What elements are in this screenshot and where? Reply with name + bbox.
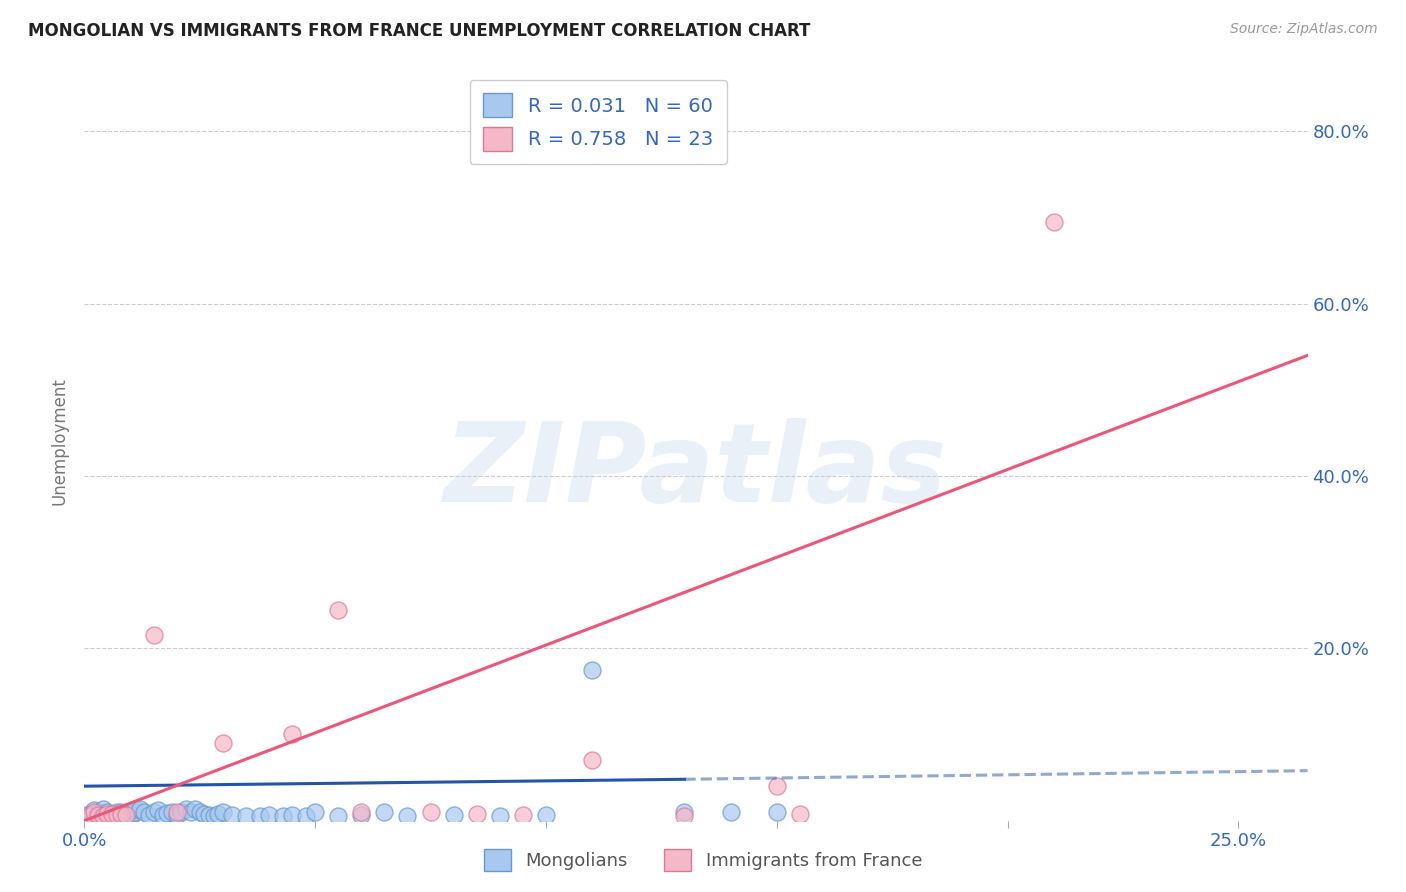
Point — [581, 753, 603, 767]
Point — [581, 663, 603, 677]
Point — [142, 628, 165, 642]
Point — [87, 809, 110, 823]
Point — [91, 807, 114, 822]
Point — [138, 807, 160, 822]
Text: ZIPatlas: ZIPatlas — [444, 418, 948, 525]
Point — [152, 807, 174, 822]
Legend: R = 0.031   N = 60, R = 0.758   N = 23: R = 0.031 N = 60, R = 0.758 N = 23 — [470, 79, 727, 164]
Point — [765, 779, 787, 793]
Point — [765, 805, 787, 819]
Point — [77, 809, 100, 823]
Point — [512, 808, 534, 822]
Point — [96, 809, 118, 823]
Point — [673, 805, 696, 819]
Point — [77, 806, 100, 821]
Point — [304, 805, 326, 819]
Point — [207, 806, 229, 821]
Point — [180, 805, 202, 819]
Point — [110, 806, 132, 821]
Point — [110, 805, 132, 819]
Point — [221, 807, 243, 822]
Point — [419, 805, 441, 819]
Point — [789, 806, 811, 821]
Point — [142, 805, 165, 819]
Point — [350, 805, 373, 819]
Point — [211, 736, 233, 750]
Point — [188, 805, 211, 819]
Point — [87, 807, 110, 822]
Point — [96, 805, 118, 819]
Point — [91, 809, 114, 823]
Point — [105, 808, 128, 822]
Point — [87, 805, 110, 819]
Y-axis label: Unemployment: Unemployment — [51, 377, 69, 506]
Point — [120, 809, 142, 823]
Point — [396, 809, 419, 823]
Point — [105, 805, 128, 819]
Point — [271, 809, 294, 823]
Point — [83, 811, 105, 825]
Point — [257, 807, 280, 822]
Point — [77, 809, 100, 823]
Point — [166, 805, 188, 819]
Point — [720, 805, 742, 819]
Point — [91, 802, 114, 816]
Point — [83, 805, 105, 819]
Point — [110, 809, 132, 823]
Point — [465, 806, 488, 821]
Point — [134, 805, 156, 819]
Point — [198, 807, 221, 822]
Point — [101, 809, 124, 823]
Point — [328, 602, 350, 616]
Point — [115, 807, 138, 822]
Point — [174, 801, 197, 815]
Point — [101, 806, 124, 821]
Text: MONGOLIAN VS IMMIGRANTS FROM FRANCE UNEMPLOYMENT CORRELATION CHART: MONGOLIAN VS IMMIGRANTS FROM FRANCE UNEM… — [28, 22, 810, 40]
Point — [124, 801, 146, 815]
Point — [202, 809, 225, 823]
Point — [156, 805, 179, 820]
Point — [124, 805, 146, 819]
Point — [128, 801, 150, 815]
Point — [534, 807, 557, 822]
Point — [373, 805, 395, 819]
Point — [488, 809, 510, 823]
Point — [166, 807, 188, 822]
Point — [249, 809, 271, 823]
Point — [281, 727, 304, 741]
Point — [193, 806, 215, 821]
Point — [184, 801, 207, 815]
Point — [211, 805, 233, 819]
Point — [148, 803, 170, 817]
Point — [120, 806, 142, 821]
Point — [170, 805, 193, 819]
Point — [115, 807, 138, 822]
Point — [83, 803, 105, 817]
Point — [96, 806, 118, 821]
Legend: Mongolians, Immigrants from France: Mongolians, Immigrants from France — [477, 842, 929, 879]
Point — [235, 809, 257, 823]
Point — [443, 807, 465, 822]
Text: Source: ZipAtlas.com: Source: ZipAtlas.com — [1230, 22, 1378, 37]
Point — [350, 807, 373, 822]
Point — [295, 809, 318, 823]
Point — [105, 807, 128, 822]
Point — [160, 805, 183, 819]
Point — [115, 806, 138, 821]
Point — [101, 806, 124, 821]
Point — [328, 809, 350, 823]
Point — [1042, 215, 1064, 229]
Point — [281, 807, 304, 822]
Point — [673, 809, 696, 823]
